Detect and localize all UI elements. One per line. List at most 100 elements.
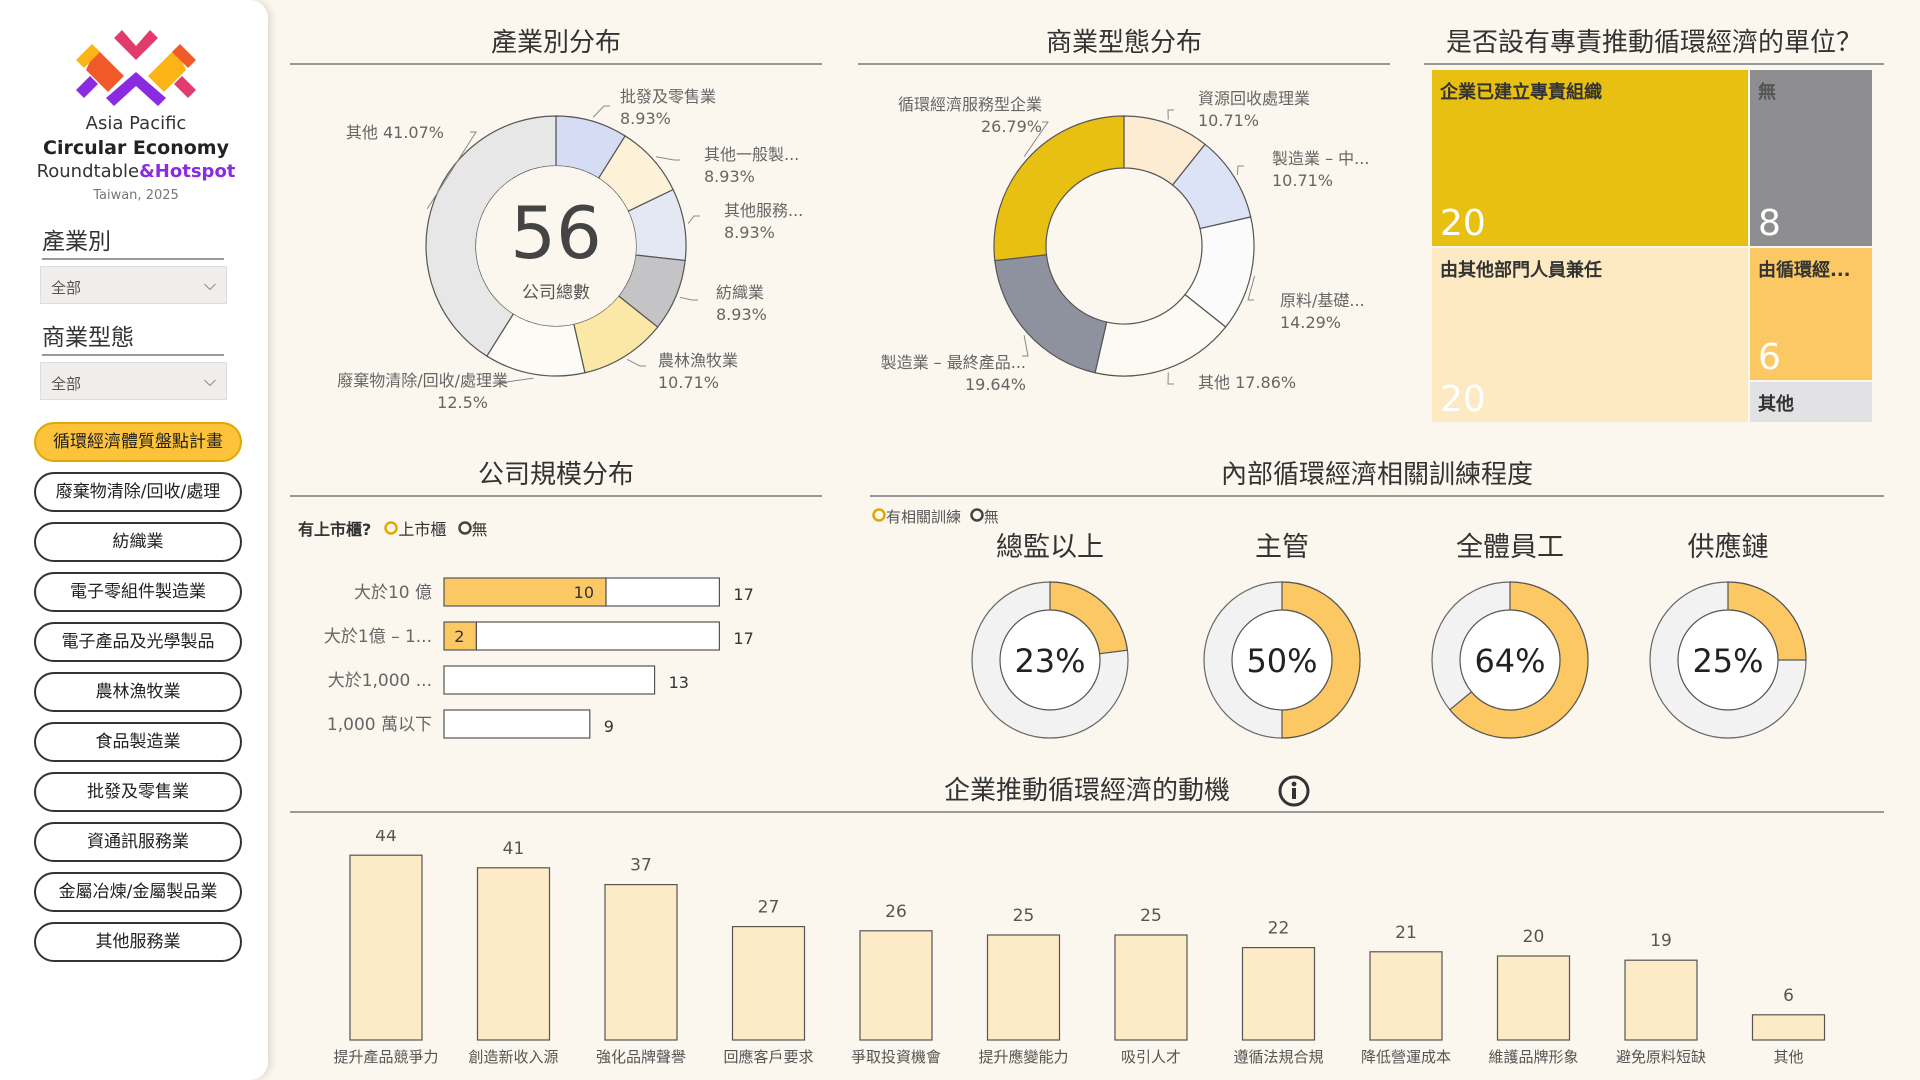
legend-listed-label: 上市櫃 — [398, 520, 447, 539]
motivation-bar[interactable] — [476, 867, 551, 1041]
industry-slice-label: 批發及零售業 — [620, 87, 716, 106]
treemap-label: 無 — [1758, 82, 1776, 103]
training-group-label: 全體員工 — [1456, 532, 1564, 563]
size-category-label: 1,000 萬以下 — [327, 715, 432, 735]
training-group-label: 供應鏈 — [1688, 532, 1769, 563]
unit-title: 是否設有專責推動循環經濟的單位？ — [1424, 22, 1884, 65]
motivation-bar-value: 22 — [1268, 919, 1290, 939]
training-ring-hole — [1459, 609, 1561, 711]
motivation-title: 企業推動循環經濟的動機 — [290, 770, 1884, 813]
motivation-bar-value: 27 — [758, 898, 780, 918]
size-bar-none[interactable] — [605, 577, 721, 607]
motivation-bar[interactable] — [1114, 934, 1188, 1041]
industry-slice-pct: 8.93% — [716, 305, 767, 324]
motivation-bar-chart: 44 提升產品競爭力 41 創造新收入源 37 強化品牌聲譽 27 回應客戶要求 26 爭取投資機… — [333, 830, 1826, 1066]
industry-leader-line — [426, 131, 477, 210]
industry-leader-line — [679, 296, 698, 301]
treemap-value: 8 — [1758, 203, 1781, 244]
treemap-cell-parttime[interactable]: 由其他部門人員兼任 20 — [1432, 248, 1748, 422]
business-leader-line — [1247, 275, 1256, 301]
pill-5[interactable]: 農林漁牧業 — [34, 672, 242, 712]
chevron-down-icon: ⌵ — [203, 275, 216, 294]
motivation-bar-value: 25 — [1140, 906, 1162, 926]
training-ring-hole — [1677, 609, 1779, 711]
motivation-bar-value: 37 — [630, 856, 652, 876]
business-select[interactable]: 全部 ⌵ — [40, 362, 227, 400]
motivation-bar[interactable] — [1624, 959, 1698, 1041]
treemap-cell-dedicated[interactable]: 企業已建立專責組織 20 — [1432, 70, 1748, 246]
pill-7[interactable]: 批發及零售業 — [34, 772, 242, 812]
treemap-label: 其他 — [1758, 394, 1794, 415]
motivation-bar[interactable] — [1369, 951, 1443, 1041]
motivation-bar-value: 25 — [1013, 906, 1035, 926]
size-legend-title: 有上市櫃? — [298, 520, 372, 539]
industry-leader-line — [687, 215, 700, 224]
industry-donut-hole — [476, 166, 636, 326]
size-bar-none[interactable] — [443, 709, 591, 739]
pill-8[interactable]: 資通訊服務業 — [34, 822, 242, 862]
pill-1[interactable]: 廢棄物清除/回收/處理 — [34, 472, 242, 512]
motivation-bar[interactable] — [604, 883, 678, 1041]
pill-2[interactable]: 紡織業 — [34, 522, 242, 562]
size-bar-listed[interactable] — [443, 621, 478, 651]
training-legend: 有相關訓練 無 — [872, 506, 999, 527]
treemap-cell-other-dept[interactable]: 由循環經... 6 — [1750, 248, 1872, 380]
business-donut-chart: 資源回收處理業 10.71% 製造業 – 中... 10.71% 原料/基礎... 14.… — [881, 89, 1370, 394]
motivation-bar[interactable] — [859, 930, 933, 1041]
motivation-bar[interactable] — [731, 925, 806, 1041]
business-slice[interactable] — [993, 115, 1125, 262]
pill-10[interactable]: 其他服務業 — [34, 922, 242, 962]
business-slice-pct: 19.64% — [965, 375, 1026, 394]
size-bar-none[interactable] — [443, 665, 656, 695]
industry-slice-pct: 8.93% — [724, 223, 775, 242]
chevron-down-icon: ⌵ — [203, 371, 216, 390]
pill-9[interactable]: 金屬冶煉/金屬製品業 — [34, 872, 242, 912]
legend-untrained[interactable]: 無 — [970, 508, 999, 526]
business-slice-label: 循環經濟服務型企業 — [898, 95, 1042, 114]
motivation-bar-value: 44 — [375, 830, 397, 846]
size-category-label: 大於1,000 ... — [328, 671, 432, 691]
business-leader-line — [1023, 121, 1049, 158]
training-title: 內部循環經濟相關訓練程度 — [870, 454, 1884, 497]
training-ring-hole — [999, 609, 1101, 711]
legend-trained[interactable]: 有相關訓練 — [872, 508, 961, 526]
legend-none[interactable]: 無 — [457, 520, 488, 539]
legend-none-label: 無 — [471, 520, 488, 539]
treemap-cell-none[interactable]: 無 8 — [1750, 70, 1872, 246]
size-bar-none[interactable] — [475, 621, 720, 651]
industry-slice-pct: 10.71% — [658, 373, 719, 392]
logo: Asia Pacific Circular Economy Roundtable… — [36, 20, 236, 210]
motivation-category-label: 避免原料短缺 — [1616, 1048, 1706, 1066]
industry-leader-line — [500, 377, 534, 383]
motivation-category-label: 提升應變能力 — [978, 1048, 1068, 1066]
pill-3[interactable]: 電子零組件製造業 — [34, 572, 242, 612]
business-title: 商業型態分布 — [858, 22, 1390, 65]
logo-line3b: &Hotspot — [139, 161, 236, 182]
pill-4[interactable]: 電子產品及光學製品 — [34, 622, 242, 662]
legend-listed[interactable]: 上市櫃 — [384, 520, 446, 539]
logo-mark-icon — [76, 30, 196, 106]
motivation-bar[interactable] — [1496, 955, 1571, 1041]
size-legend: 有上市櫃? 上市櫃 無 — [298, 516, 488, 540]
motivation-bar[interactable] — [1241, 946, 1316, 1041]
size-category-label: 大於10 億 — [354, 583, 432, 603]
size-bar-listed-value: 10 — [574, 583, 594, 602]
business-slice-label: 資源回收處理業 — [1198, 89, 1310, 108]
info-icon[interactable] — [1277, 774, 1311, 815]
industry-leader-line — [655, 156, 680, 161]
motivation-bar[interactable] — [1751, 1014, 1826, 1041]
motivation-bar[interactable] — [349, 854, 423, 1041]
business-leader-line — [1022, 335, 1029, 357]
motivation-bar[interactable] — [986, 934, 1061, 1041]
treemap-cell-other[interactable]: 其他 — [1750, 382, 1872, 422]
pill-6[interactable]: 食品製造業 — [34, 722, 242, 762]
sidebar: Asia Pacific Circular Economy Roundtable… — [0, 0, 268, 1080]
industry-select[interactable]: 全部 ⌵ — [40, 266, 227, 304]
industry-select-value: 全部 — [51, 279, 82, 297]
training-group-label: 主管 — [1255, 532, 1309, 563]
motivation-category-label: 提升產品競爭力 — [333, 1048, 438, 1066]
size-bar-listed[interactable] — [443, 577, 607, 607]
motivation-category-label: 維護品牌形象 — [1488, 1048, 1578, 1066]
industry-leader-line — [592, 105, 610, 118]
pill-0[interactable]: 循環經濟體質盤點計畫 — [34, 422, 242, 462]
